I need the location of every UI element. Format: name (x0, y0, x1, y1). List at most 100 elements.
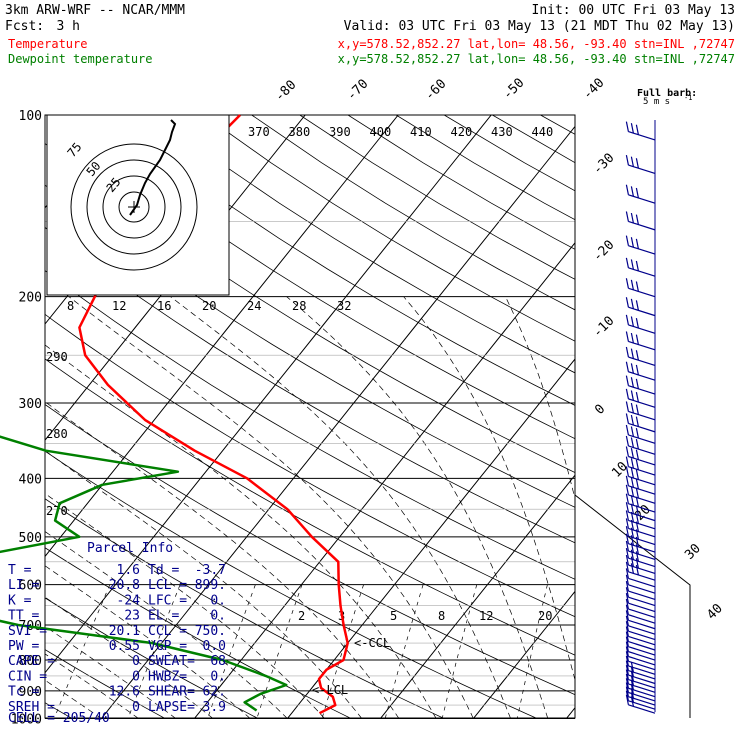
parcel-key: TT = (8, 609, 39, 624)
wind-barb (625, 331, 656, 351)
wind-barbs (625, 120, 656, 714)
moist-adiabat-line (68, 296, 474, 718)
isotherm-label: -40 (580, 76, 607, 103)
ccl-annotation: <-CCL (354, 636, 390, 650)
wind-barb (625, 641, 656, 661)
parcel-key: CAPE = (8, 654, 55, 669)
temperature-legend-label: Temperature (8, 37, 87, 51)
mixing-ratio-line (384, 584, 424, 718)
parcel-key: EL = (148, 609, 179, 624)
theta-e-label: 430 (491, 125, 513, 139)
parcel-value: 899. (195, 578, 226, 593)
wind-barb (625, 435, 656, 455)
wind-barb (625, 554, 656, 575)
wind-barb (625, 446, 656, 466)
init-time: Init: 00 UTC Fri 03 May 13 (532, 3, 736, 18)
wind-barb (625, 211, 656, 231)
parcel-key: Td = (148, 563, 179, 578)
hodograph-ring (118, 191, 150, 223)
parcel-cell: CELL = 205/40 (8, 711, 110, 726)
wind-barb (625, 388, 656, 408)
isotherm-line (380, 474, 575, 718)
pressure-tick-label: 400 (19, 472, 42, 487)
wind-barb (625, 651, 656, 671)
dry-adiabat-line (540, 115, 575, 135)
parcel-value: 1.6 (117, 563, 140, 578)
wind-barb (625, 598, 656, 618)
pressure-tick-label: 1000 (11, 713, 42, 728)
wind-barb (625, 540, 656, 560)
valid-time: Valid: 03 UTC Fri 03 May 13 (21 MDT Thu … (344, 19, 735, 34)
parcel-info-title: Parcel Info (87, 541, 173, 556)
parcel-row: Tc = 12.6 SHEAR= 62. (8, 685, 226, 700)
wind-barb (625, 587, 656, 607)
dry-adiabat-line (492, 115, 575, 164)
theta-label: 280 (46, 427, 68, 441)
parcel-key: LAPSE= (148, 700, 195, 715)
wind-barb (625, 154, 656, 175)
isotherm-line (194, 242, 575, 718)
mixing-ratio-label: 12 (479, 609, 493, 623)
dry-adiabat-line (443, 115, 575, 192)
wind-barb (625, 548, 656, 568)
parcel-key: VGP = (148, 639, 187, 654)
parcel-value: 0.55 (109, 639, 140, 654)
theta-e-label: 400 (370, 125, 392, 139)
wind-barb (625, 375, 656, 395)
parcel-row: SREH = 0 LAPSE= 3.9 (8, 700, 226, 715)
moist-adiabat-line (45, 653, 139, 718)
mixing-ratio-line (207, 584, 256, 718)
parcel-value: 750. (195, 624, 226, 639)
wind-barb (625, 615, 656, 635)
dry-adiabat-line (347, 115, 575, 250)
mixing-ratio-line (256, 584, 303, 718)
wind-barb (625, 184, 656, 204)
kts-label: 8 (67, 299, 74, 313)
kts-label: 20 (202, 299, 216, 313)
mixing-ratio-line (441, 584, 478, 718)
parcel-row: CAPE = 0 SWEAT= 68 (8, 654, 226, 669)
wind-barb (625, 475, 656, 495)
wind-barb (625, 456, 656, 476)
parcel-value: 62. (203, 685, 226, 700)
pressure-tick-label: 500 (19, 531, 42, 546)
wind-barb (625, 401, 656, 421)
isotherm-label: -30 (590, 151, 617, 178)
theta-e-label: 370 (248, 125, 270, 139)
wind-barb (625, 361, 656, 381)
parcel-key: SVI = (8, 624, 47, 639)
wind-barb (625, 636, 656, 656)
wind-barb (625, 424, 656, 444)
sounding-profiles (0, 114, 349, 715)
parcel-value: -3.7 (195, 563, 226, 578)
kts-label: 28 (292, 299, 306, 313)
mixing-ratio-label: 8 (438, 609, 445, 623)
kts-label: 32 (337, 299, 351, 313)
parcel-key: LCL = (148, 578, 187, 593)
parcel-row: PW = 0.55 VGP = 0.0 (8, 639, 226, 654)
isotherm-label: -20 (590, 238, 617, 265)
isotherm-label: -10 (590, 314, 617, 341)
dry-adiabat-line (203, 115, 575, 342)
parcel-key: PW = (8, 639, 39, 654)
parcel-value: 0. (210, 593, 226, 608)
wind-barb (625, 593, 656, 613)
dewpoint-station-info: x,y=578.52,852.27 lat,lon= 48.56, -93.40… (338, 52, 735, 66)
wind-barb (625, 610, 656, 630)
temperature-profile-line (78, 114, 349, 715)
parcel-key: Tc = (8, 685, 39, 700)
wind-barb (625, 518, 656, 538)
wind-barb (625, 626, 656, 646)
parcel-value: 12.6 (109, 685, 140, 700)
parcel-key: SWEAT= (148, 654, 195, 669)
mixing-ratio-line (321, 584, 364, 718)
pressure-tick-label: 900 (19, 685, 42, 700)
theta-e-label: 390 (329, 125, 351, 139)
theta-e-label: 440 (532, 125, 554, 139)
pressure-tick-label: 200 (19, 291, 42, 306)
parcel-key: K = (8, 593, 32, 608)
parcel-row: LI = 20.8 LCL = 899. (8, 578, 226, 593)
dry-adiabat-line (395, 115, 575, 221)
